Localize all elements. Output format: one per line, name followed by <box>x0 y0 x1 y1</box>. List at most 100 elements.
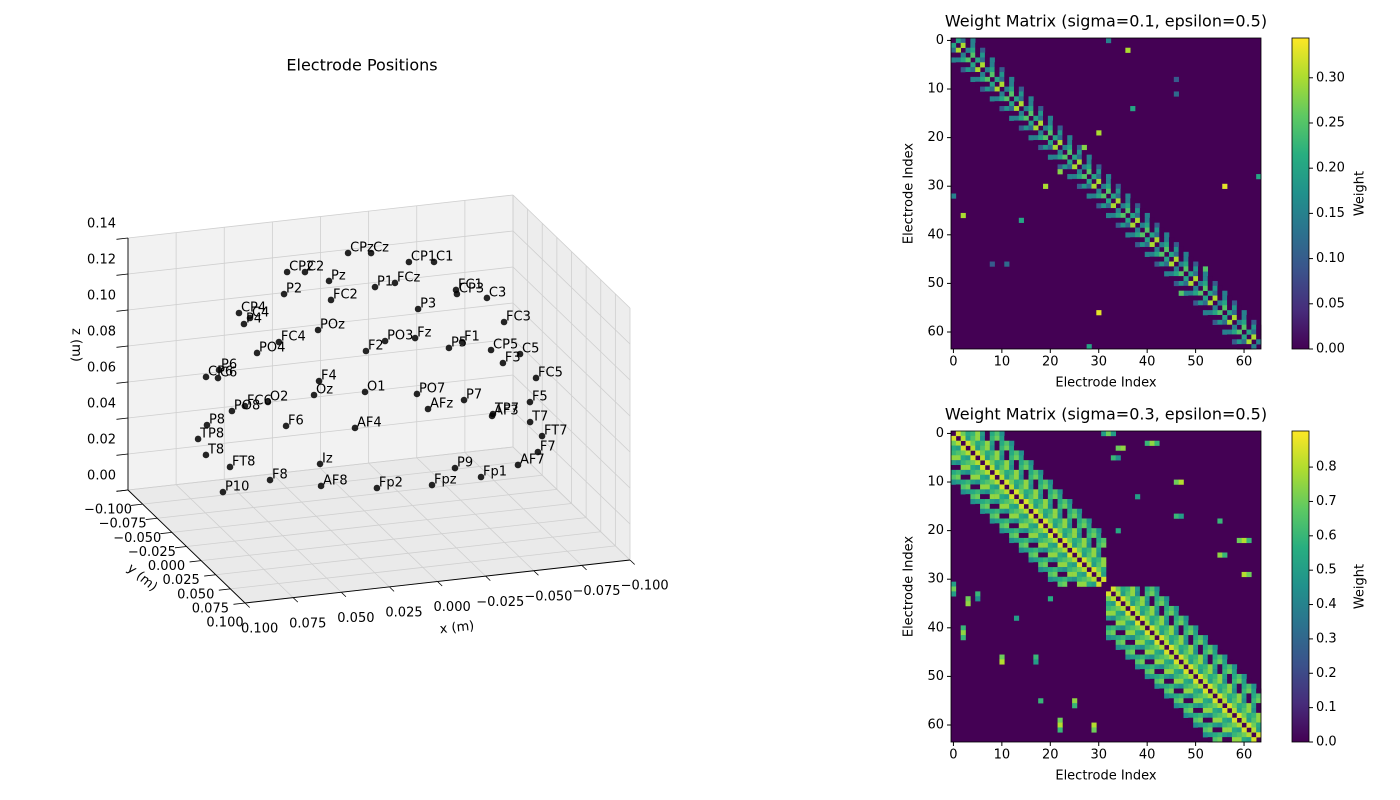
electrode-label: PO7 <box>419 381 445 396</box>
heatmap-cell <box>1052 567 1058 573</box>
heatmap-cell <box>1086 571 1092 578</box>
heatmap-cell <box>1212 654 1218 660</box>
heatmap-cell <box>1018 494 1024 500</box>
heatmap-cell <box>1256 688 1262 694</box>
y-tick-label: −0.100 <box>84 503 132 518</box>
electrode-label: F7 <box>540 439 556 454</box>
heatmap-cell <box>1086 518 1092 524</box>
heatmap-cell <box>1227 669 1233 675</box>
x-tick <box>389 586 395 592</box>
heatmap-cell <box>1120 630 1126 636</box>
heatmap-cell <box>1052 494 1058 500</box>
electrode-point <box>275 338 283 346</box>
heatmap-cell <box>1139 217 1146 223</box>
heatmap-cell <box>1207 644 1213 650</box>
heatmap-cell <box>1091 169 1097 175</box>
heatmap-cell <box>1047 547 1054 553</box>
heatmap-cell <box>1241 339 1247 345</box>
heatmap-cell <box>999 76 1005 83</box>
heatmap-cell <box>1154 251 1160 257</box>
heatmap-cell <box>1149 673 1155 680</box>
heatmap-cell <box>994 484 1000 490</box>
heatmap-cell <box>1227 300 1233 306</box>
heatmap-cell <box>1193 635 1199 641</box>
electrode-label: PO8 <box>234 399 260 414</box>
heatmap-cell <box>965 435 971 442</box>
heatmap-cell <box>1086 537 1092 544</box>
electrode-point <box>381 337 389 345</box>
heatmap-cell <box>1135 203 1141 209</box>
heatmap-cell <box>1081 533 1087 539</box>
heatmap-cell <box>1052 537 1058 544</box>
heatmap-cell <box>1072 154 1078 160</box>
grid-line <box>127 194 514 239</box>
heatmap-cell <box>965 484 971 490</box>
heatmap-cell <box>951 52 957 58</box>
heatmap-cell <box>1013 120 1020 126</box>
heatmap-cell <box>1183 688 1189 694</box>
x-axis-label: x (m) <box>439 619 475 638</box>
heatmap-cell <box>1062 518 1068 524</box>
heatmap-cell <box>1168 644 1175 650</box>
heatmap-cell <box>1183 673 1189 680</box>
heatmap-cell <box>984 460 991 466</box>
heatmap-cell <box>1067 557 1073 563</box>
heatmap-cell <box>994 479 1000 485</box>
heatmap-cell <box>999 455 1005 461</box>
heatmap-cell <box>1178 271 1184 277</box>
heatmap-cell <box>1164 673 1170 680</box>
heatmap-cell <box>989 513 995 519</box>
heatmap-cell <box>1183 678 1189 684</box>
heatmap-cell <box>1043 120 1049 126</box>
heatmap-cell <box>1004 494 1010 500</box>
heatmap-cell <box>1018 537 1024 544</box>
heatmap-cell <box>1251 319 1257 326</box>
heatmap-cell <box>1183 644 1189 650</box>
heatmap-cell <box>1193 669 1199 675</box>
heatmap-cell <box>1101 431 1107 437</box>
heatmap-cell <box>1047 130 1054 136</box>
heatmap-cell <box>1052 557 1058 563</box>
heatmap-cell <box>1227 712 1233 719</box>
electrode-label: FC5 <box>538 365 563 380</box>
electrode-label: P5 <box>451 335 467 350</box>
heatmap-cell <box>1076 159 1083 165</box>
x-tick-label: 30 <box>1090 355 1107 370</box>
heatmap-cell <box>1212 722 1218 728</box>
heatmap-cell <box>1043 499 1049 505</box>
heatmap-cell <box>1193 261 1199 267</box>
heatmap-cell <box>1188 261 1194 267</box>
heatmap-cell <box>1062 567 1068 573</box>
heatmap-cell <box>1193 664 1199 670</box>
heatmap-cell <box>951 445 957 451</box>
heatmap-cell <box>1154 615 1160 621</box>
heatmap-cell <box>1188 620 1194 626</box>
electrode-label: AF8 <box>323 473 348 488</box>
electrode-label: C1 <box>436 249 453 264</box>
heatmap-cell <box>955 52 961 58</box>
heatmap-cell <box>1067 523 1073 529</box>
heatmap-cell <box>1043 474 1049 480</box>
heatmap-cell <box>980 440 986 446</box>
heatmap-cell <box>965 42 971 49</box>
heatmap-cell <box>1149 227 1155 233</box>
heatmap-cell <box>1009 115 1015 121</box>
colorbar-tick-label: 0.0 <box>1316 735 1337 750</box>
heatmap-cell <box>1120 188 1126 194</box>
heatmap-cell <box>1067 508 1073 514</box>
heatmap-cell <box>1062 581 1068 587</box>
heatmap-cell <box>1096 198 1102 204</box>
electrode-point <box>483 294 491 302</box>
heatmap-cell <box>1130 596 1136 602</box>
heatmap-cell <box>1144 620 1150 626</box>
heatmap-cell <box>1067 528 1073 534</box>
heatmap-cell <box>1149 620 1155 626</box>
electrode-point <box>371 283 379 291</box>
heatmap-cell <box>1168 635 1175 641</box>
heatmap-cell <box>975 596 981 602</box>
heatmap-cell <box>1193 295 1199 301</box>
heatmap-cell <box>1207 314 1213 321</box>
electrode-label: P9 <box>457 456 473 471</box>
electrode-point <box>411 334 419 342</box>
heatmap-cell <box>1076 528 1083 534</box>
